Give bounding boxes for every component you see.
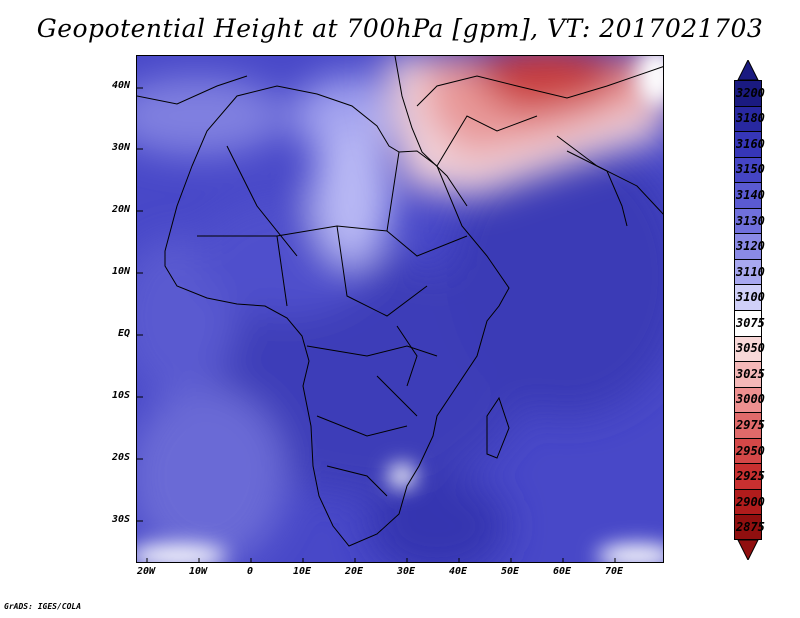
colorbar-level-label: 3025 — [736, 366, 765, 381]
map-panel — [136, 55, 664, 563]
lat-label-eq: EQ — [117, 328, 130, 339]
colorbar-swatch — [734, 361, 762, 387]
colorbar-swatch — [734, 335, 762, 362]
colorbar-swatch — [734, 386, 762, 413]
colorbar-level-label: 3200 — [736, 85, 765, 100]
credit-text: GrADS: IGES/COLA — [4, 602, 82, 611]
colorbar-level-label: 2975 — [736, 418, 765, 432]
colorbar-swatch — [734, 488, 762, 515]
lon-label-70e: 70E — [604, 566, 624, 577]
lat-label-30n: 30N — [111, 142, 130, 153]
colorbar-level-label: 3050 — [736, 341, 765, 356]
colorbar-swatch — [734, 258, 762, 285]
colorbar-level-label: 3075 — [736, 315, 765, 330]
colorbar-swatch — [734, 310, 762, 336]
lon-label-50e: 50E — [500, 566, 520, 577]
colorbar-bottom-arrow — [737, 539, 759, 560]
colorbar-swatch — [734, 207, 762, 234]
colorbar-level-label: 3120 — [736, 239, 765, 254]
colorbar-level-label: 2950 — [736, 443, 765, 458]
colorbar-swatch — [734, 412, 762, 438]
colorbar-swatch — [734, 156, 762, 183]
lat-label-20s: 20S — [111, 452, 130, 463]
lon-label-20w: 20W — [136, 566, 156, 577]
low-height-region — [387, 56, 663, 196]
colorbar-level-label: 3160 — [736, 136, 765, 151]
lon-label-10e: 10E — [292, 566, 312, 577]
colorbar-level-label: 3150 — [736, 162, 765, 177]
colorbar-swatch — [734, 131, 762, 157]
height-field-shading — [137, 76, 663, 562]
colorbar-level-label: 3110 — [736, 264, 765, 279]
colorbar-swatch — [734, 105, 762, 132]
lat-label-30s: 30S — [111, 514, 130, 525]
colorbar-level-label: 2900 — [736, 494, 765, 509]
colorbar-arrows — [737, 60, 759, 560]
colorbar-level-label: 2875 — [736, 520, 765, 535]
lat-label-40n: 40N — [111, 80, 130, 91]
lat-label-10n: 10N — [111, 266, 130, 277]
colorbar: 3200 3180 3160 3150 3140 3130 3120 3110 3100 3075… — [724, 60, 772, 560]
frame-ticks — [137, 87, 616, 562]
lat-label-20n: 20N — [111, 204, 130, 215]
colorbar-level-label: 3140 — [736, 188, 765, 202]
colorbar-swatch — [734, 284, 762, 310]
coastlines — [137, 56, 663, 547]
colorbar-swatch — [734, 514, 762, 540]
lon-label-60e: 60E — [552, 566, 572, 577]
colorbar-swatch — [734, 233, 762, 259]
colorbar-level-label: 3180 — [736, 111, 765, 126]
colorbar-level-label: 2925 — [736, 469, 765, 484]
lon-label-30e: 30E — [396, 566, 416, 577]
colorbar-level-label: 3100 — [736, 290, 765, 305]
colorbar-swatch — [734, 463, 762, 489]
colorbar-level-label: 3130 — [736, 213, 765, 228]
lat-label-10s: 10S — [111, 390, 130, 401]
lon-label-20e: 20E — [344, 566, 364, 577]
colorbar-swatch — [734, 80, 762, 106]
lon-label-40e: 40E — [448, 566, 468, 577]
colorbar-swatch — [734, 437, 762, 464]
map-canvas — [137, 56, 663, 562]
colorbar-top-arrow — [737, 60, 759, 81]
colorbar-level-label: 3000 — [736, 392, 765, 407]
plot-title: Geopotential Height at 700hPa [gpm], VT:… — [36, 14, 764, 43]
colorbar-swatch — [734, 182, 762, 208]
lon-label-0: 0 — [246, 566, 254, 577]
lon-label-10w: 10W — [188, 566, 208, 577]
